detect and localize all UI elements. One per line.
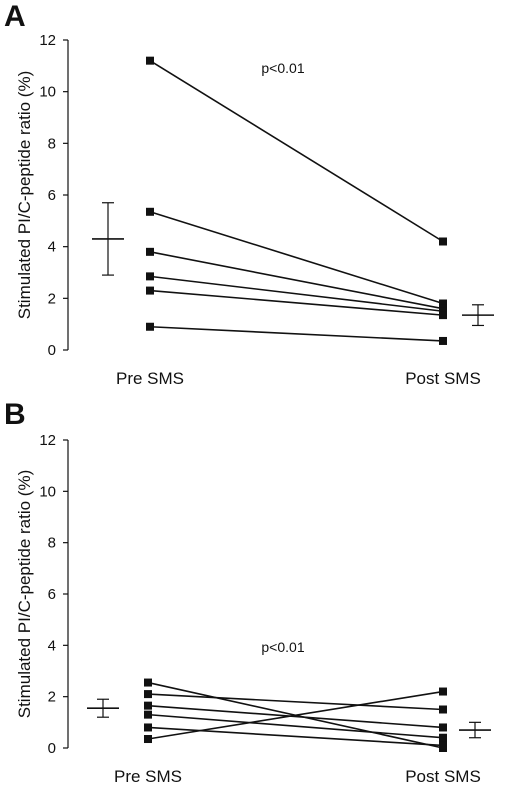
subject-line [149,325,444,342]
subject-line [147,713,444,739]
subject-line [147,726,444,747]
data-point-marker [439,687,447,696]
panel-a: A 0 2 4 6 8 10 12 Stimulated PI/C-peptide ratio … [4,0,494,388]
y-tick-label: 10 [39,84,56,101]
data-point-marker [146,272,154,281]
y-tick-label: 6 [48,187,56,204]
y-tick-label: 10 [39,483,56,500]
subject-line [147,693,444,711]
y-tick-label: 8 [48,135,56,152]
data-point-marker [144,678,152,687]
data-point-marker [144,701,152,710]
y-tick-label: 0 [48,740,56,757]
x-category-label: Pre SMS [114,767,182,786]
x-category-label: Post SMS [405,767,481,786]
data-point-marker [144,690,152,699]
panel-letter: A [4,0,26,33]
y-tick-label: 2 [48,689,56,706]
data-point-marker [144,710,152,719]
subject-line [147,704,444,729]
subject-line [149,251,444,310]
significance-annotation: p<0.01 [261,639,304,655]
data-point-marker [439,311,447,320]
data-point-marker [144,723,152,732]
data-point-marker [146,247,154,256]
y-tick-label: 2 [48,290,56,307]
x-category-label: Pre SMS [116,369,184,388]
data-point-marker [146,56,154,65]
data-point-marker [439,723,447,732]
y-tick-label: 12 [39,32,56,49]
x-category-label: Post SMS [405,369,481,388]
y-tick-label: 0 [48,342,56,359]
data-point-marker [146,207,154,216]
y-tick-label: 12 [39,432,56,449]
panel-b: B 0 2 4 6 8 10 12 Stimulated PI/C-peptide ratio … [4,398,491,786]
subject-line [147,690,444,740]
data-point-marker [146,322,154,331]
panel-letter: B [4,398,26,431]
y-tick-label: 8 [48,535,56,552]
data-point-marker [439,336,447,345]
y-axis-title: Stimulated PI/C-peptide ratio (%) [15,470,34,719]
data-point-marker [144,735,152,744]
y-axis-title: Stimulated PI/C-peptide ratio (%) [15,71,34,320]
y-tick-label: 4 [48,637,56,654]
y-tick-label: 4 [48,239,56,256]
subject-line [149,211,444,305]
data-point-marker [146,286,154,295]
data-point-marker [439,299,447,308]
subject-line [149,59,444,243]
significance-annotation: p<0.01 [261,60,304,76]
data-point-marker [439,705,447,714]
subject-line [149,275,444,313]
data-point-marker [439,733,447,742]
data-point-marker [439,237,447,246]
subject-line [149,289,444,316]
data-point-marker [439,741,447,750]
y-tick-label: 6 [48,586,56,603]
